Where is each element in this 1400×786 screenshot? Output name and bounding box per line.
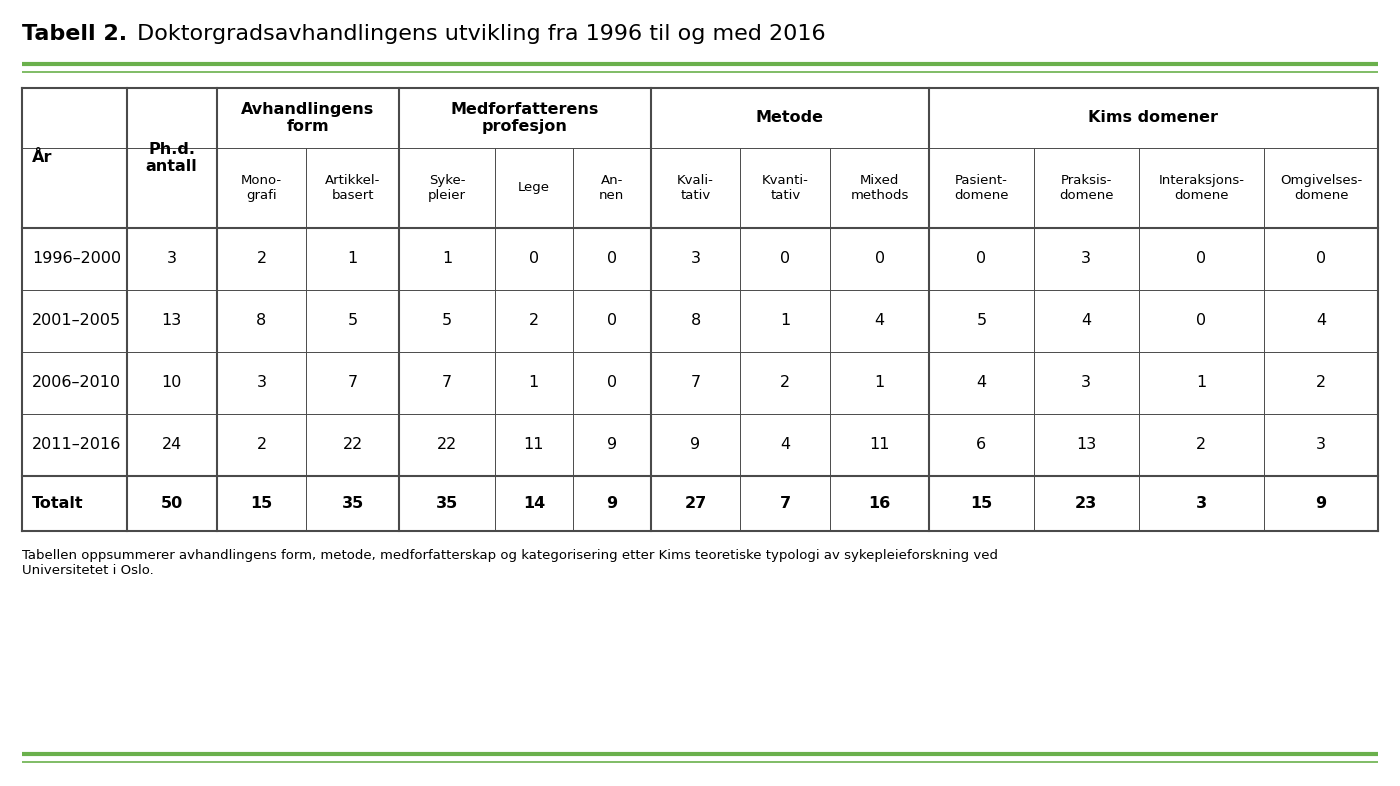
Text: Kvali-
tativ: Kvali- tativ xyxy=(678,174,714,202)
Text: 9: 9 xyxy=(1316,496,1327,511)
Text: 2: 2 xyxy=(529,314,539,329)
Text: Lege: Lege xyxy=(518,182,550,194)
Text: 7: 7 xyxy=(690,376,700,391)
Text: 1: 1 xyxy=(442,252,452,266)
Text: 0: 0 xyxy=(875,252,885,266)
Text: 2: 2 xyxy=(780,376,791,391)
Text: 2006–2010: 2006–2010 xyxy=(32,376,122,391)
Text: Artikkel-
basert: Artikkel- basert xyxy=(325,174,381,202)
Text: Kvanti-
tativ: Kvanti- tativ xyxy=(762,174,809,202)
Text: 9: 9 xyxy=(606,496,617,511)
Text: 11: 11 xyxy=(869,438,890,453)
Text: År: År xyxy=(32,150,53,166)
Text: Metode: Metode xyxy=(756,111,823,126)
Text: Praksis-
domene: Praksis- domene xyxy=(1058,174,1113,202)
Text: 3: 3 xyxy=(1196,496,1207,511)
Text: 3: 3 xyxy=(1081,252,1091,266)
Text: 0: 0 xyxy=(606,252,617,266)
Text: Ph.d.
antall: Ph.d. antall xyxy=(146,141,197,174)
Text: 22: 22 xyxy=(343,438,363,453)
Text: 9: 9 xyxy=(606,438,617,453)
Text: 0: 0 xyxy=(780,252,791,266)
Text: 15: 15 xyxy=(251,496,273,511)
Text: Tabell 2.: Tabell 2. xyxy=(22,24,127,44)
Text: 22: 22 xyxy=(437,438,458,453)
Text: 4: 4 xyxy=(976,376,987,391)
Text: Mixed
methods: Mixed methods xyxy=(850,174,909,202)
Text: 8: 8 xyxy=(690,314,700,329)
Text: 5: 5 xyxy=(347,314,358,329)
Text: 0: 0 xyxy=(976,252,987,266)
Text: Mono-
grafi: Mono- grafi xyxy=(241,174,281,202)
Text: 13: 13 xyxy=(1077,438,1096,453)
Text: 0: 0 xyxy=(1197,314,1207,329)
Text: 3: 3 xyxy=(1316,438,1326,453)
Text: 27: 27 xyxy=(685,496,707,511)
Text: Medforfatterens
profesjon: Medforfatterens profesjon xyxy=(451,102,599,134)
Text: 0: 0 xyxy=(1316,252,1326,266)
Text: An-
nen: An- nen xyxy=(599,174,624,202)
Text: Kims domener: Kims domener xyxy=(1088,111,1218,126)
Text: 15: 15 xyxy=(970,496,993,511)
Text: 1: 1 xyxy=(875,376,885,391)
Text: Omgivelses-
domene: Omgivelses- domene xyxy=(1280,174,1362,202)
Text: Doktorgradsavhandlingens utvikling fra 1996 til og med 2016: Doktorgradsavhandlingens utvikling fra 1… xyxy=(130,24,826,44)
Text: 1: 1 xyxy=(1196,376,1207,391)
Text: 11: 11 xyxy=(524,438,545,453)
Text: 2011–2016: 2011–2016 xyxy=(32,438,122,453)
Text: 4: 4 xyxy=(1316,314,1326,329)
Text: 2: 2 xyxy=(1316,376,1326,391)
Text: 4: 4 xyxy=(1081,314,1091,329)
Text: 14: 14 xyxy=(522,496,545,511)
Text: 24: 24 xyxy=(161,438,182,453)
Text: 9: 9 xyxy=(690,438,700,453)
Text: 2: 2 xyxy=(256,252,266,266)
Text: 35: 35 xyxy=(342,496,364,511)
Text: 4: 4 xyxy=(875,314,885,329)
Text: Syke-
pleier: Syke- pleier xyxy=(428,174,466,202)
Text: 5: 5 xyxy=(976,314,987,329)
Text: 1: 1 xyxy=(780,314,791,329)
Text: 50: 50 xyxy=(161,496,183,511)
Text: 7: 7 xyxy=(442,376,452,391)
Text: 13: 13 xyxy=(161,314,182,329)
Text: Avhandlingens
form: Avhandlingens form xyxy=(241,102,374,134)
Text: 3: 3 xyxy=(167,252,176,266)
Text: 6: 6 xyxy=(976,438,987,453)
Text: Pasient-
domene: Pasient- domene xyxy=(955,174,1008,202)
Text: 3: 3 xyxy=(1081,376,1091,391)
Text: 3: 3 xyxy=(690,252,700,266)
Text: 0: 0 xyxy=(606,376,617,391)
Text: 16: 16 xyxy=(868,496,890,511)
Text: 35: 35 xyxy=(435,496,458,511)
Text: Totalt: Totalt xyxy=(32,496,84,511)
Text: 0: 0 xyxy=(1197,252,1207,266)
Text: 0: 0 xyxy=(606,314,617,329)
Text: 4: 4 xyxy=(780,438,791,453)
Text: 1: 1 xyxy=(529,376,539,391)
Text: 2001–2005: 2001–2005 xyxy=(32,314,122,329)
Text: 2: 2 xyxy=(1197,438,1207,453)
Text: 10: 10 xyxy=(161,376,182,391)
Text: 7: 7 xyxy=(780,496,791,511)
Text: 23: 23 xyxy=(1075,496,1098,511)
Text: 5: 5 xyxy=(442,314,452,329)
Text: 0: 0 xyxy=(529,252,539,266)
Text: 1996–2000: 1996–2000 xyxy=(32,252,122,266)
Text: 8: 8 xyxy=(256,314,266,329)
Text: 3: 3 xyxy=(256,376,266,391)
Text: Interaksjons-
domene: Interaksjons- domene xyxy=(1158,174,1245,202)
Text: Tabellen oppsummerer avhandlingens form, metode, medforfatterskap og kategoriser: Tabellen oppsummerer avhandlingens form,… xyxy=(22,549,998,577)
Text: 2: 2 xyxy=(256,438,266,453)
Text: 7: 7 xyxy=(347,376,358,391)
Text: 1: 1 xyxy=(347,252,358,266)
